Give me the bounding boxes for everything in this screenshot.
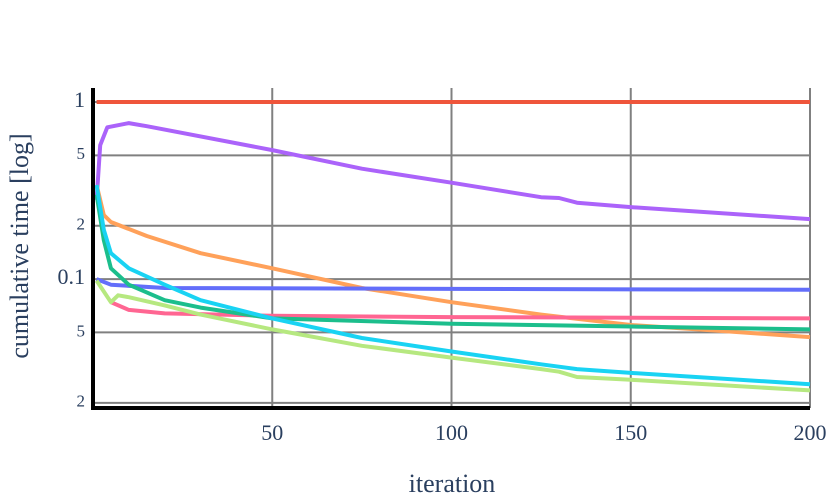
x-tick-label: 150 — [614, 420, 647, 445]
x-axis-title: iteration — [409, 469, 496, 498]
x-tick-label: 200 — [794, 420, 827, 445]
y-tick-label: 2 — [77, 215, 86, 234]
line — [94, 121, 811, 222]
y-tick-label: 1 — [74, 87, 85, 112]
line — [110, 300, 811, 321]
x-tick-label: 100 — [435, 420, 468, 445]
y-tick-label: 2 — [77, 392, 86, 411]
line — [94, 184, 811, 387]
line — [94, 279, 811, 393]
line — [95, 277, 811, 292]
y-axis-title: cumulative time [log] — [5, 133, 34, 358]
y-tick-label: 0.1 — [58, 264, 86, 289]
x-tick-label: 50 — [261, 420, 283, 445]
y-tick-label: 5 — [77, 144, 86, 163]
line — [94, 194, 811, 332]
y-tick-label: 5 — [77, 321, 86, 340]
